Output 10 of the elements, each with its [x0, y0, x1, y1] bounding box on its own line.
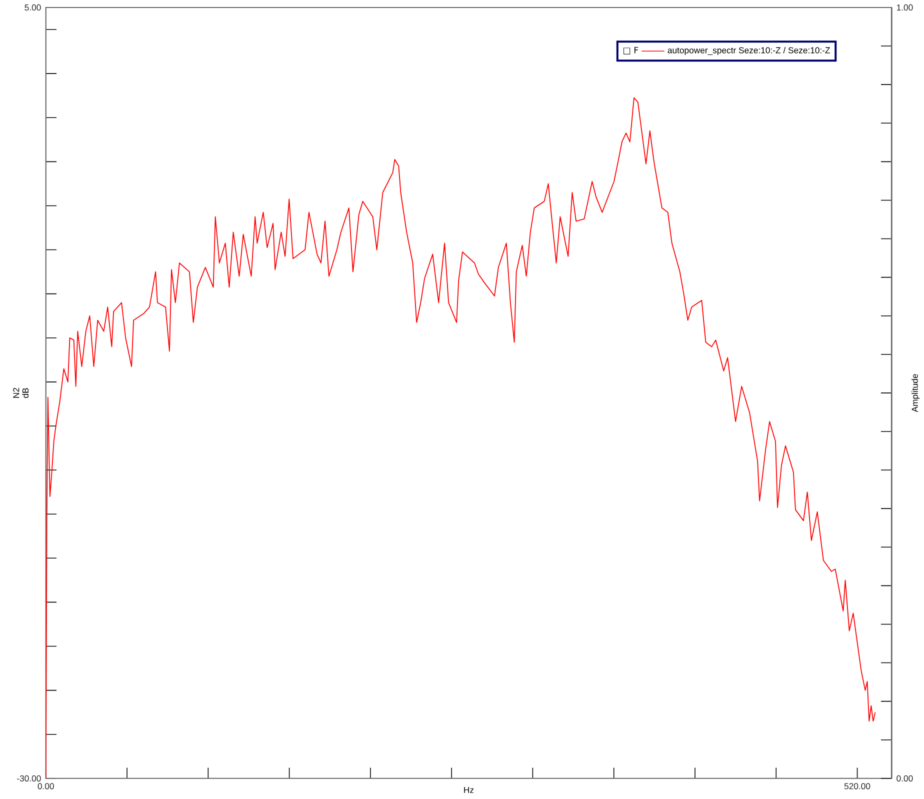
y-axis-title: N2 dB	[13, 388, 28, 398]
y2-tick-label: 0.00	[896, 775, 913, 782]
y2-tick-label: 1.00	[896, 4, 913, 10]
x-tick-label: 520.00	[844, 782, 870, 790]
x-axis-title: Hz	[464, 786, 474, 793]
y2-axis-title: Amplitude	[912, 374, 920, 412]
legend-title: □ F	[624, 46, 638, 54]
y-tick-label: -30.00	[17, 775, 41, 782]
y-tick-label: 5.00	[24, 4, 41, 10]
legend-label: autopower_spectr Seze:10:-Z / Seze:10:-Z	[668, 46, 830, 55]
